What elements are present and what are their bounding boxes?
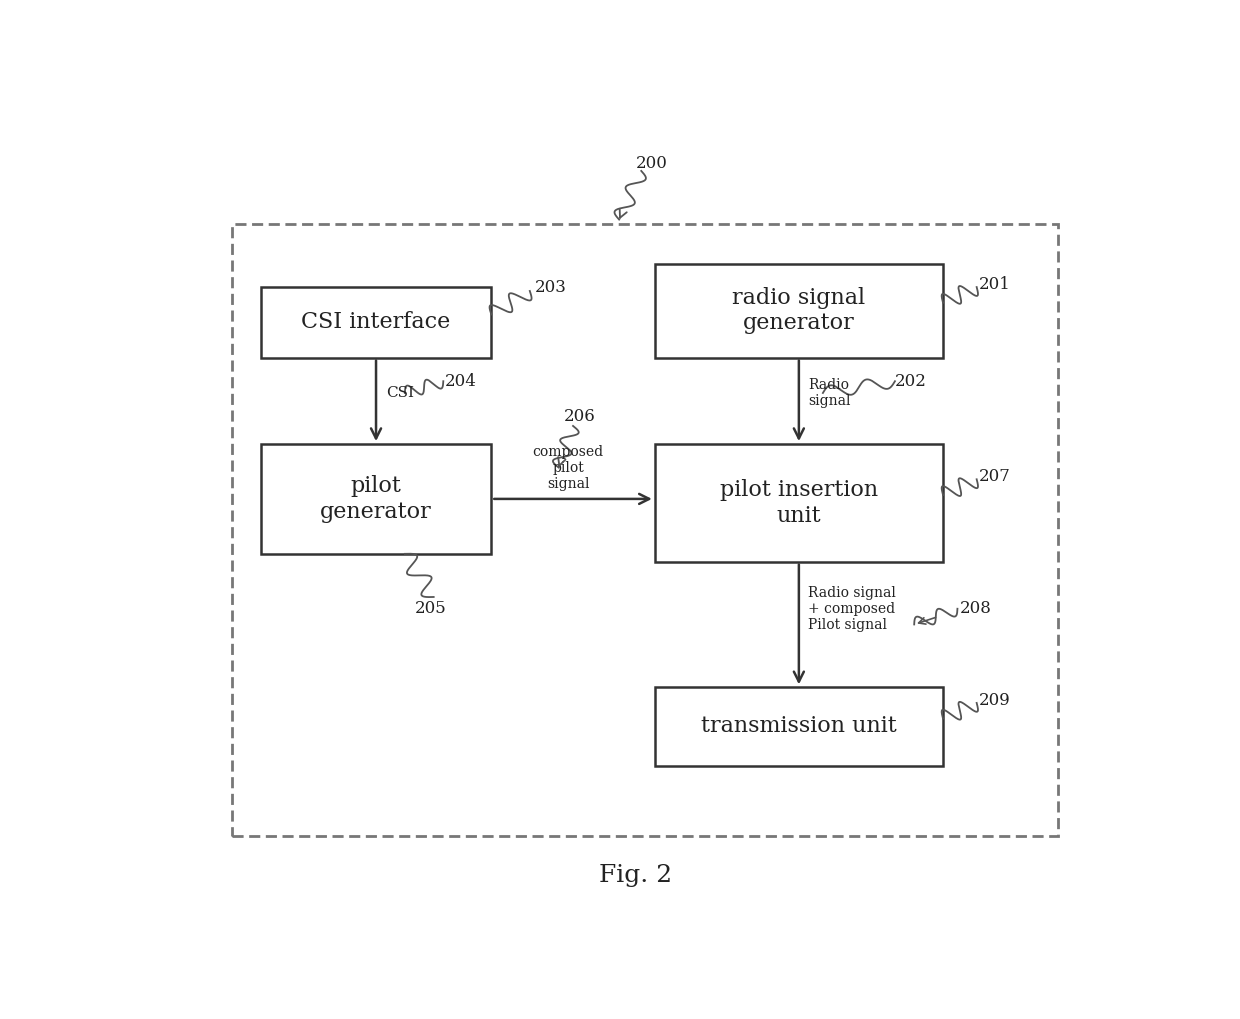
Text: 208: 208	[960, 600, 991, 618]
Text: 203: 203	[534, 278, 567, 296]
Text: 207: 207	[978, 469, 1011, 485]
Text: pilot
generator: pilot generator	[320, 475, 432, 523]
FancyBboxPatch shape	[260, 444, 491, 554]
Text: 201: 201	[978, 276, 1011, 293]
FancyBboxPatch shape	[655, 444, 944, 561]
Text: transmission unit: transmission unit	[701, 715, 897, 738]
Text: 200: 200	[635, 155, 667, 171]
Text: radio signal
generator: radio signal generator	[733, 287, 866, 334]
FancyBboxPatch shape	[655, 687, 944, 765]
Bar	[232, 224, 1059, 837]
Text: Radio signal
+ composed
Pilot signal: Radio signal + composed Pilot signal	[808, 586, 897, 632]
Text: CSI: CSI	[386, 386, 414, 400]
Text: composed
pilot
signal: composed pilot signal	[533, 444, 604, 491]
Text: 204: 204	[445, 373, 477, 389]
Text: 209: 209	[978, 692, 1011, 709]
Text: pilot insertion
unit: pilot insertion unit	[719, 479, 878, 527]
FancyBboxPatch shape	[655, 264, 944, 358]
Text: 206: 206	[563, 408, 595, 425]
Text: CSI interface: CSI interface	[301, 312, 450, 333]
Text: 202: 202	[895, 373, 926, 389]
Text: 205: 205	[414, 600, 446, 618]
Text: Radio
signal: Radio signal	[808, 378, 851, 408]
Text: Fig. 2: Fig. 2	[599, 864, 672, 887]
FancyBboxPatch shape	[260, 287, 491, 358]
